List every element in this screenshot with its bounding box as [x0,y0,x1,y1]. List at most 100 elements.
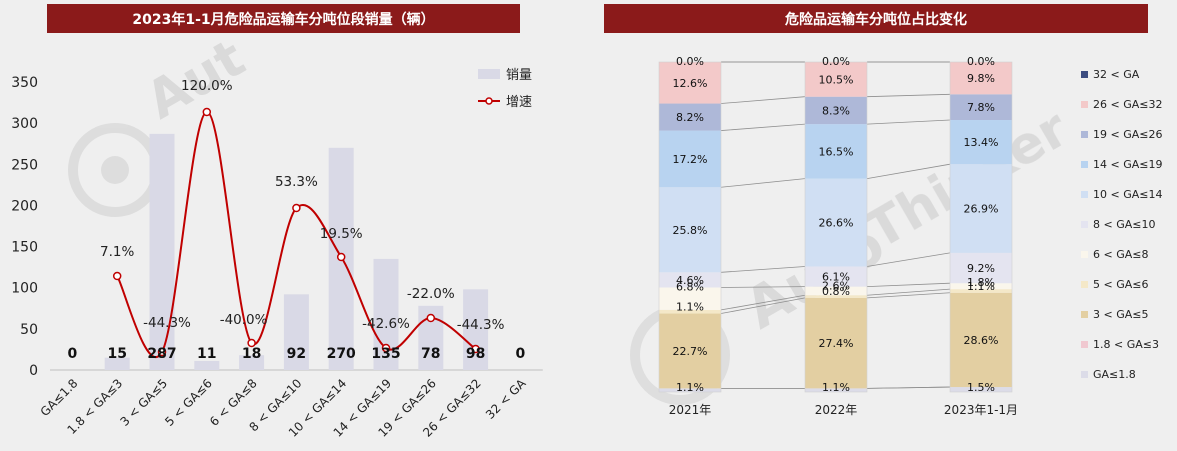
segment-label-1-7: 16.5% [819,145,854,158]
segment-label-1-3: 0.8% [822,285,850,298]
y-tick-label: 100 [11,281,38,297]
segment-label-2-3: 1.1% [967,280,995,293]
growth-label-6: 19.5% [320,226,363,242]
legend-label-0: 32 < GA [1093,68,1140,81]
legend-label-6: 6 < GA≤8 [1093,248,1148,261]
bar-value-label-3: 11 [197,346,216,362]
y-tick-label: 0 [29,363,38,379]
connector-line [866,93,951,98]
legend-label-8: 3 < GA≤5 [1093,308,1148,321]
growth-label-3: 120.0% [181,78,233,94]
y-tick-label: 300 [11,116,38,132]
connector-line [866,252,951,267]
growth-label-2: -44.3% [143,315,191,331]
segment-label-2-8: 7.8% [967,101,995,114]
segment-0-7 [659,130,721,188]
connector-line [720,294,806,311]
legend-label-9: 1.8 < GA≤3 [1093,338,1159,351]
growth-point-4 [247,338,256,348]
segment-2-6 [950,164,1012,253]
segment-label-1-8: 8.3% [822,104,850,117]
growth-point-1 [112,271,122,281]
bar-value-label-4: 18 [242,346,261,362]
y-tick-label: 250 [11,157,38,173]
column-outline-2 [949,61,1013,393]
segment-1-8 [805,96,867,125]
segment-0-9 [659,62,721,104]
growth-label-8: -22.0% [407,286,455,302]
category-label-0: 2021年 [669,403,712,417]
y-tick-label: 200 [11,198,38,214]
bar-5 [283,294,309,370]
bar-value-label-9: 98 [466,346,485,362]
segment-0-5 [659,272,721,288]
legend-line-label: 增速 [506,95,532,110]
segment-label-2-5: 9.2% [967,262,995,275]
bar-4 [239,355,265,370]
legend-bar-label: 销量 [506,68,532,83]
growth-point-8 [426,313,436,323]
bar-value-label-0: 0 [68,346,78,362]
x-category-label-2: 3 < GA≤5 [117,376,170,429]
segment-1-3 [805,295,867,298]
legend-label-3: 14 < GA≤19 [1093,158,1162,171]
segment-label-0-6: 25.8% [673,224,708,237]
segment-2-2 [950,292,1012,388]
connector-line [866,163,951,180]
segment-2-0 [950,387,1012,392]
segment-label-2-4: 1.8% [967,276,995,289]
segment-label-2-7: 13.4% [964,136,999,149]
segment-label-0-10: 0.0% [676,55,704,68]
legend-swatch-0 [1081,71,1088,78]
segment-label-1-10: 0.0% [822,55,850,68]
legend-swatch-7 [1081,281,1088,288]
x-category-label-3: 5 < GA≤6 [162,376,215,429]
legend-line-marker [485,97,493,105]
segment-label-1-4: 2.6% [822,280,850,293]
y-tick-label: 50 [20,322,38,338]
legend-bar-swatch [478,69,500,79]
y-tick-label: 350 [11,75,38,91]
segment-label-0-0: 1.1% [676,381,704,394]
segment-2-5 [950,252,1012,284]
segment-2-8 [950,94,1012,121]
bar-value-label-8: 78 [421,346,440,362]
legend-swatch-10 [1081,371,1088,378]
legend-swatch-4 [1081,191,1088,198]
segment-0-0 [659,388,721,392]
bar-value-label-1: 15 [107,346,126,362]
connector-line [866,288,951,296]
growth-label-4: -40.0% [220,312,268,328]
category-label-1: 2022年 [815,403,858,417]
legend-label-4: 10 < GA≤14 [1093,188,1162,201]
bar-1 [104,357,130,370]
segment-0-2 [659,313,721,389]
segment-0-4 [659,287,721,310]
segment-0-3 [659,309,721,314]
x-category-label-0: GA≤1.8 [38,376,81,419]
connector-line [866,292,951,299]
connector-line [866,386,951,389]
segment-label-0-8: 8.2% [676,111,704,124]
segment-2-3 [950,289,1012,293]
legend-label-1: 26 < GA≤32 [1093,98,1162,111]
segment-label-2-10: 0.0% [967,55,995,68]
x-category-label-10: 32 < GA [483,376,529,422]
bar-value-label-5: 92 [287,346,306,362]
segment-label-0-4: 6.8% [676,280,704,293]
growth-label-7: -42.6% [362,316,410,332]
bar-value-label-2: 287 [147,346,176,362]
column-outline-0 [658,61,722,393]
segment-label-0-5: 4.6% [676,274,704,287]
growth-point-5 [292,203,301,213]
legend-swatch-9 [1081,341,1088,348]
right-chart: 1.1% 22.7% 1.1% 6.8%4.6% 25.8% 17.2% 8.2% 12.6%… [658,55,1162,417]
segment-label-1-6: 26.6% [819,217,854,230]
left-chart: 0501001502002503003507.1%-44.3%120.0%-40… [11,68,543,440]
growth-point-3 [202,107,212,117]
segment-label-2-9: 9.8% [967,72,995,85]
segment-label-2-6: 26.9% [964,203,999,216]
segment-label-1-2: 27.4% [819,337,854,350]
right-chart-title: 危险品运输车分吨位占比变化 [604,4,1148,33]
